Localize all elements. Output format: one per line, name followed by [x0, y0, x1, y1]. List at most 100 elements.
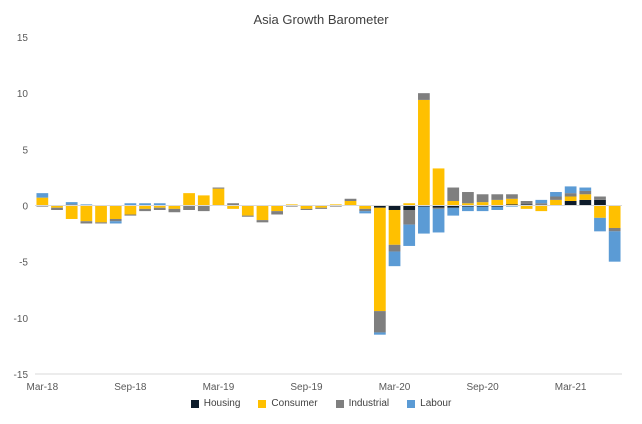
legend-swatch [407, 399, 416, 408]
bar-consumer [271, 205, 284, 212]
bar-industrial [550, 196, 562, 200]
x-tick-label: Sep-20 [466, 382, 499, 393]
legend-item-housing: Housing [190, 398, 240, 409]
bar-consumer [564, 196, 577, 201]
bar-housing [476, 205, 489, 207]
bar-housing [432, 205, 445, 208]
bar-consumer [506, 198, 518, 205]
bar-consumer [65, 205, 78, 219]
bar-industrial [476, 194, 489, 203]
bar-consumer [109, 205, 122, 219]
bar-industrial [109, 218, 122, 222]
bar-consumer [447, 201, 460, 206]
bar-labour [564, 186, 577, 194]
bar-consumer [535, 205, 548, 212]
bar-industrial [535, 203, 548, 206]
legend-swatch [258, 399, 267, 408]
bar-consumer [491, 199, 504, 206]
legend-label: Consumer [271, 398, 318, 409]
bar-consumer [139, 205, 151, 209]
bar-consumer [520, 205, 533, 209]
y-tick-label: -5 [19, 258, 28, 269]
bar-housing [403, 205, 416, 210]
bar-industrial [388, 244, 401, 252]
bar-consumer [403, 203, 416, 206]
bar-consumer [359, 205, 372, 209]
bar-industrial [153, 207, 166, 210]
bar-industrial [51, 207, 63, 210]
bar-housing [447, 205, 460, 208]
bar-consumer [432, 168, 445, 206]
bar-consumer [608, 205, 621, 228]
bar-industrial [65, 204, 78, 206]
bar-labour [491, 206, 504, 210]
bar-labour [153, 203, 166, 206]
y-tick-label: 0 [22, 202, 28, 213]
bar-housing [579, 199, 592, 206]
bar-consumer [476, 202, 489, 206]
x-tick-label: Mar-20 [379, 382, 411, 393]
bar-labour [550, 192, 562, 197]
bar-industrial [506, 194, 518, 199]
bar-housing [520, 204, 533, 206]
bar-industrial [418, 93, 430, 100]
bar-labour [403, 224, 416, 246]
bar-industrial [329, 205, 342, 207]
bar-labour [139, 203, 151, 206]
bar-consumer [124, 205, 137, 215]
bar-consumer [183, 193, 195, 206]
bar-industrial [462, 192, 474, 204]
legend-label: Labour [420, 398, 452, 409]
bar-consumer [95, 205, 107, 223]
bar-industrial [95, 222, 107, 224]
bar-consumer [212, 188, 225, 206]
bar-consumer [388, 209, 401, 245]
bar-consumer [153, 205, 166, 208]
x-tick-label: Sep-19 [290, 382, 323, 393]
bar-labour [594, 217, 606, 232]
bar-industrial [80, 221, 93, 224]
y-tick-label: 10 [17, 89, 29, 100]
bar-labour [388, 251, 401, 267]
bar-labour [418, 206, 430, 234]
bar-labour [124, 203, 137, 206]
bar-industrial [344, 198, 357, 202]
bar-consumer [285, 204, 298, 206]
bar-consumer [594, 205, 606, 218]
legend-item-industrial: Industrial [335, 398, 389, 409]
bar-industrial [359, 208, 372, 212]
bar-consumer [51, 205, 63, 208]
bar-labour [506, 205, 518, 207]
bar-housing [594, 199, 606, 206]
bar-consumer [168, 205, 181, 209]
bar-consumer [80, 205, 93, 222]
bar-industrial [579, 190, 592, 195]
bar-labour [535, 199, 548, 204]
legend-swatch [190, 399, 199, 408]
x-tick-label: Mar-18 [26, 382, 58, 393]
bar-labour [373, 332, 386, 335]
bar-consumer [241, 205, 254, 216]
bar-consumer [300, 205, 313, 209]
bar-industrial [168, 208, 181, 213]
bar-industrial [403, 209, 416, 225]
chart-title: Asia Growth Barometer [253, 12, 389, 27]
bar-industrial [564, 193, 577, 197]
bar-industrial [491, 194, 504, 200]
bar-labour [608, 231, 621, 262]
bar-industrial [608, 227, 621, 232]
y-tick-label: 5 [22, 145, 28, 156]
bar-industrial [315, 207, 328, 209]
bar-industrial [197, 205, 210, 212]
bar-housing [564, 201, 577, 206]
bar-housing [418, 205, 430, 207]
bar-industrial [520, 201, 533, 205]
bar-consumer [197, 195, 210, 206]
bar-labour [579, 187, 592, 191]
legend: Housing Consumer Industrial Labour [0, 398, 642, 409]
legend-item-labour: Labour [407, 398, 451, 409]
legend-item-consumer: Consumer [258, 398, 318, 409]
bar-consumer [344, 201, 357, 206]
